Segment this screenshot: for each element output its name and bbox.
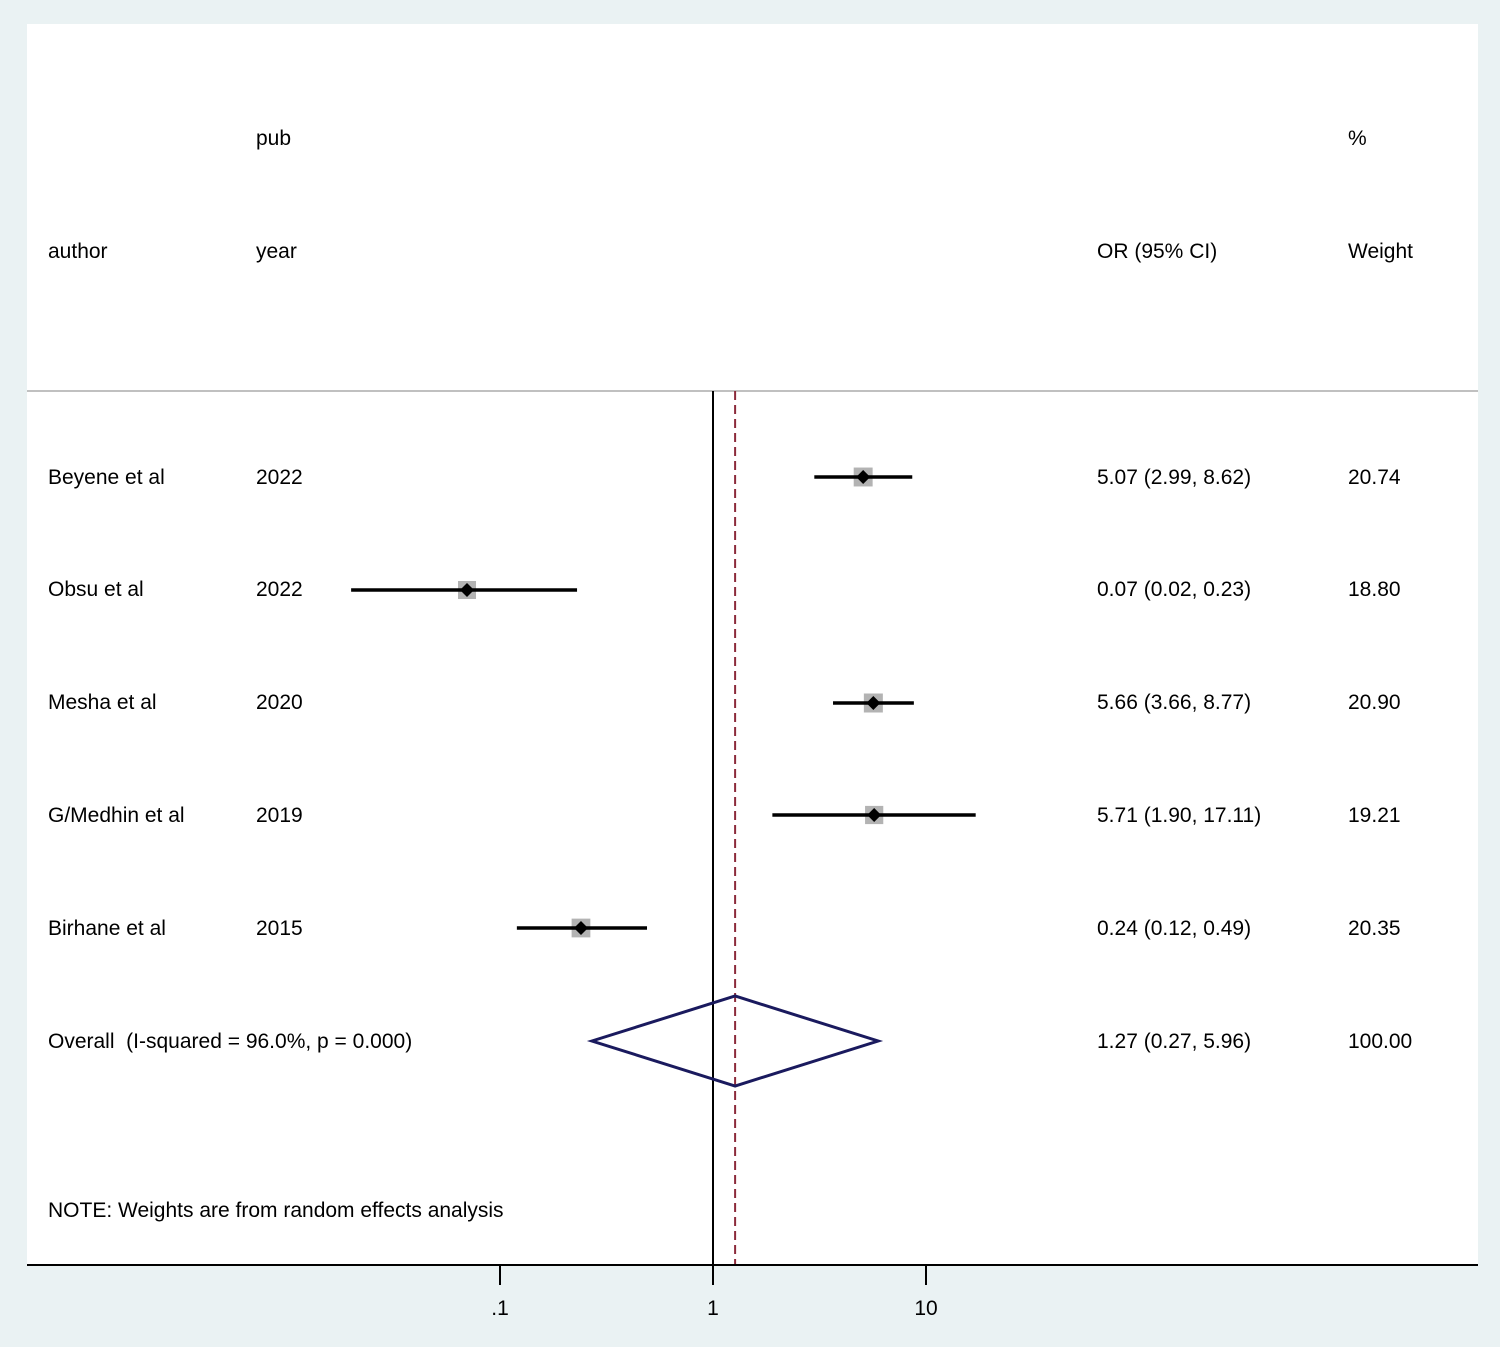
study-year: 2022 [256, 578, 303, 601]
study-ci-text: 5.07 (2.99, 8.62) [1097, 466, 1252, 489]
column-header-weight-top: % [1348, 127, 1367, 150]
column-header-year: year [256, 240, 297, 263]
study-point-estimate [856, 470, 871, 484]
study-weight: 20.74 [1348, 466, 1401, 489]
column-header-weight: Weight [1348, 240, 1413, 263]
study-weight: 20.90 [1348, 691, 1401, 714]
study-author: Beyene et al [48, 466, 165, 489]
overall-ci-text: 1.27 (0.27, 5.96) [1097, 1030, 1252, 1053]
analysis-note: NOTE: Weights are from random effects an… [48, 1199, 504, 1222]
study-weight: 20.35 [1348, 917, 1401, 940]
column-header-year-top: pub [256, 127, 292, 150]
study-ci-text: 5.71 (1.90, 17.11) [1097, 804, 1262, 827]
study-weight: 18.80 [1348, 578, 1401, 601]
study-author: G/Medhin et al [48, 804, 185, 827]
overall-label: Overall (I-squared = 96.0%, p = 0.000) [48, 1030, 413, 1053]
study-ci-text: 0.24 (0.12, 0.49) [1097, 917, 1252, 940]
study-year: 2015 [256, 917, 303, 940]
x-axis-tick-label: 10 [914, 1297, 937, 1320]
study-year: 2022 [256, 466, 303, 489]
study-point-estimate [573, 921, 588, 935]
x-axis-tick-label: 1 [707, 1297, 719, 1320]
study-point-estimate [460, 583, 475, 597]
study-ci-text: 0.07 (0.02, 0.23) [1097, 578, 1252, 601]
study-year: 2020 [256, 691, 303, 714]
study-ci-text: 5.66 (3.66, 8.77) [1097, 691, 1252, 714]
plot-panel [27, 24, 1478, 1265]
study-point-estimate [866, 696, 881, 710]
column-header-estimate: OR (95% CI) [1097, 240, 1218, 263]
column-header-author: author [48, 240, 108, 263]
study-point-estimate [867, 808, 882, 822]
study-year: 2019 [256, 804, 303, 827]
study-author: Mesha et al [48, 691, 157, 714]
study-author: Birhane et al [48, 917, 166, 940]
overall-weight: 100.00 [1348, 1030, 1413, 1053]
overall-diamond [586, 994, 884, 1088]
study-weight: 19.21 [1348, 804, 1401, 827]
x-axis-tick-label: .1 [491, 1297, 509, 1320]
study-author: Obsu et al [48, 578, 144, 601]
